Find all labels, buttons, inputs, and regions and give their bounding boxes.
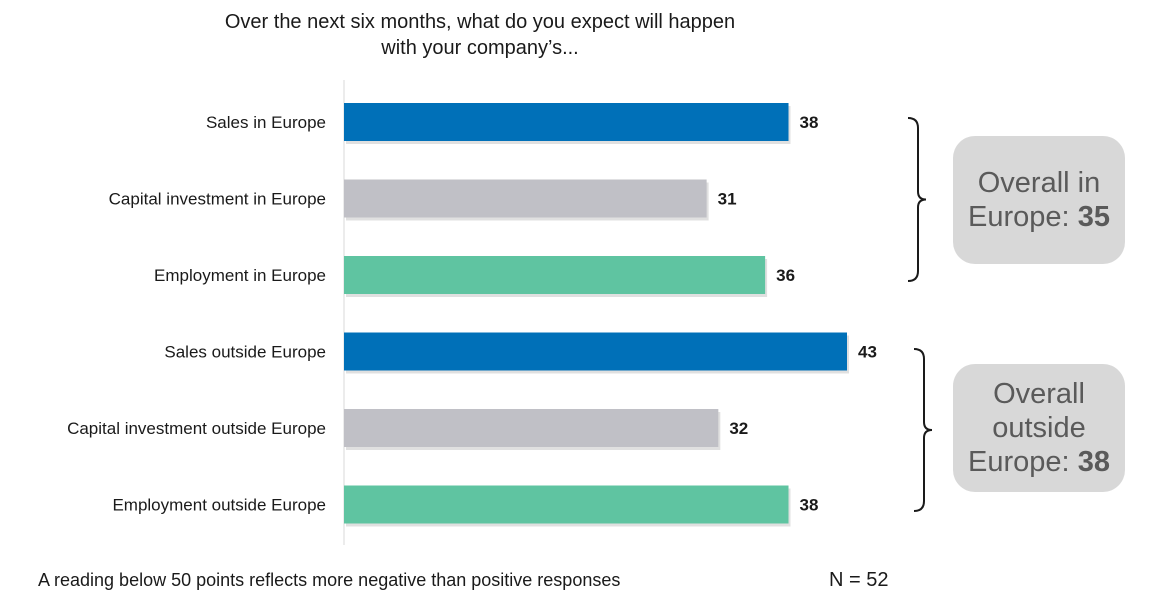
data-label-2: 31 [718,190,737,209]
group-brace-outside [913,348,933,512]
category-label-1: Sales in Europe [206,113,326,132]
category-label-3: Employment in Europe [154,266,326,285]
bar-4 [344,332,847,371]
overall-europe-label-2: Europe: [968,201,1070,233]
data-label-6: 38 [800,496,819,515]
overall-outside-label-3: Europe: [968,446,1070,478]
category-label-2: Capital investment in Europe [109,190,326,209]
overall-europe-value: 35 [1077,201,1110,233]
overall-outside-label-1: Overall [993,378,1085,410]
bar-1 [344,103,789,141]
category-label-6: Employment outside Europe [112,496,326,515]
data-label-5: 32 [729,419,748,438]
overall-outside-value: 38 [1077,446,1110,478]
category-label-4: Sales outside Europe [164,343,326,362]
overall-europe-line-2: Europe: 35 [968,200,1110,234]
bar-3 [344,256,766,294]
overall-outside-label-2: outside [992,412,1086,444]
data-label-1: 38 [800,113,819,132]
data-label-3: 36 [776,266,795,285]
overall-outside-line-3: Europe: 38 [968,445,1110,479]
overall-outside-box: Overall outside Europe: 38 [953,364,1125,492]
sample-size: N = 52 [829,569,889,591]
footnote: A reading below 50 points reflects more … [38,570,621,590]
chart-title-line-1: Over the next six months, what do you ex… [224,11,736,33]
bar-2 [344,179,707,218]
bar-6 [344,485,789,524]
data-label-4: 43 [858,343,877,362]
chart-title-line-2: with your company’s... [381,37,579,59]
group-brace-europe [907,117,927,282]
bar-5 [344,409,719,447]
category-label-5: Capital investment outside Europe [67,419,326,438]
overall-europe-box: Overall in Europe: 35 [953,136,1125,264]
overall-europe-label-1: Overall in [977,167,1101,199]
